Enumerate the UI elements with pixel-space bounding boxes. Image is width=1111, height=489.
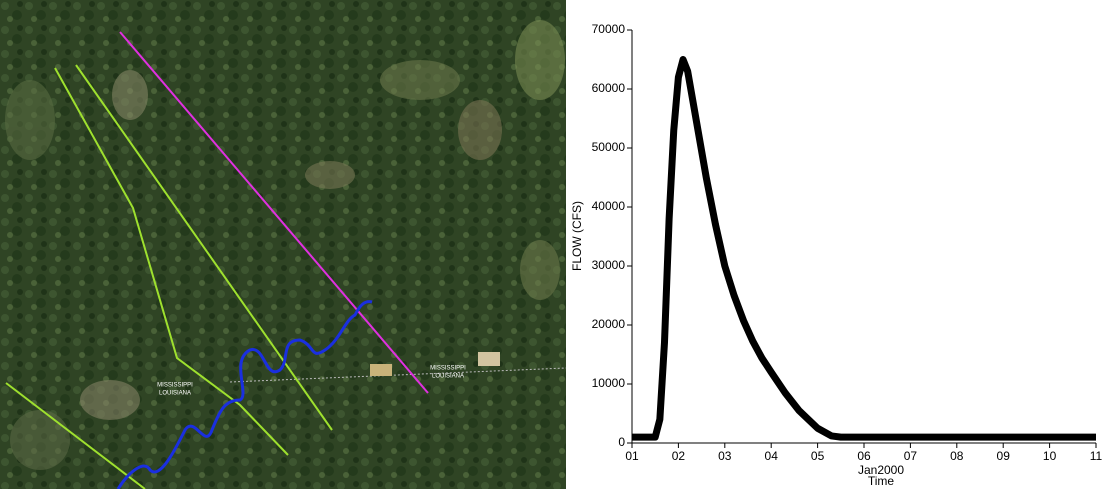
y-tick-label: 60000 [592, 81, 626, 95]
x-tick-label: 04 [765, 449, 779, 463]
x-tick-label: 06 [857, 449, 871, 463]
flow-line [632, 56, 1096, 441]
structure [370, 364, 392, 376]
y-tick-label: 10000 [592, 376, 626, 390]
x-tick-label: 09 [997, 449, 1011, 463]
river [116, 300, 373, 489]
x-tick-label: 10 [1043, 449, 1057, 463]
chart: FLOW (CFS) Jan2000 Time 0 10000 20000 30000… [570, 22, 1103, 488]
map-background [0, 0, 566, 489]
map-label: MISSISSIPPI [157, 383, 193, 389]
cross-section [119, 31, 429, 394]
y-tick-label: 50000 [592, 140, 626, 154]
cross-section [75, 64, 333, 431]
y-tick-label: 70000 [592, 22, 626, 36]
y-axis-label: FLOW (CFS) [570, 201, 584, 271]
y-tick-label: 30000 [592, 258, 626, 272]
y-tick-label: 40000 [592, 199, 626, 213]
map-clearings [5, 20, 565, 470]
x-tick-label: 05 [811, 449, 825, 463]
x-tick-label: 03 [718, 449, 732, 463]
x-tick-label: 08 [950, 449, 964, 463]
x-tick-label: 07 [904, 449, 918, 463]
y-tick-label: 0 [618, 435, 625, 449]
map-label: LOUISIANA [159, 391, 191, 397]
x-tick-label: 02 [672, 449, 686, 463]
x-tick-label: 01 [625, 449, 639, 463]
structure [478, 352, 500, 366]
x-tick-label: 11 [1090, 449, 1103, 463]
cross-section [5, 382, 146, 489]
state-border [229, 367, 566, 383]
x-axis-sublabel: Jan2000 [858, 463, 904, 477]
x-axis-label: Time [868, 474, 895, 488]
y-tick-label: 20000 [592, 317, 626, 331]
satellite-map: MISSISSIPPI LOUISIANA MISSISSIPPI LOUISI… [0, 0, 566, 489]
map-label: MISSISSIPPI [430, 366, 466, 372]
map-label: LOUISIANA [432, 374, 464, 380]
cross-section [54, 67, 289, 456]
